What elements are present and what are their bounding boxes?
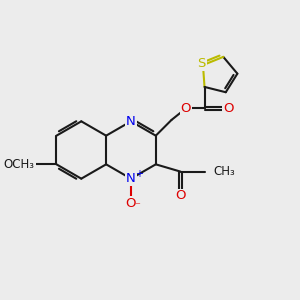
Text: N: N xyxy=(126,115,136,128)
Text: S: S xyxy=(197,57,206,70)
Text: CH₃: CH₃ xyxy=(214,165,235,178)
Text: O: O xyxy=(223,102,234,115)
Text: N: N xyxy=(126,172,136,185)
Text: OCH₃: OCH₃ xyxy=(4,158,35,171)
Text: O: O xyxy=(181,102,191,115)
Text: O: O xyxy=(175,190,186,202)
Text: ⁻: ⁻ xyxy=(134,201,140,211)
Text: O: O xyxy=(126,196,136,209)
Text: +: + xyxy=(135,169,143,179)
